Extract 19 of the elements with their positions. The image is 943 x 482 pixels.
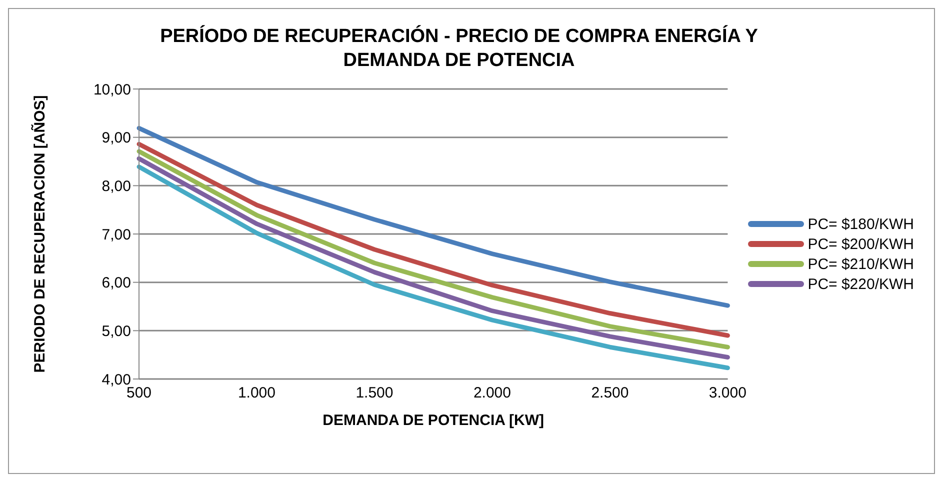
legend-label: PC= $200/KWH <box>808 236 914 252</box>
legend-label: PC= $180/KWH <box>808 216 914 232</box>
y-tick-label: 7,00 <box>102 226 131 244</box>
chart-title: PERÍODO DE RECUPERACIÓN - PRECIO DE COMPRA ENERGÍA Y DEMANDA DE POTENCIA <box>159 25 759 73</box>
x-tick-label: 1.000 <box>238 384 276 402</box>
y-axis-title: PERIODO DE RECUPERACION [AÑOS] <box>30 95 48 373</box>
legend-label: PC= $220/KWH <box>808 276 914 292</box>
y-tick-label: 8,00 <box>102 178 131 195</box>
line-series <box>136 126 730 308</box>
x-tick-label: 1.500 <box>356 384 394 402</box>
x-tick-label: 2.500 <box>591 384 629 402</box>
x-tick-label: 3.000 <box>708 384 746 402</box>
y-tick-label: 6,00 <box>102 274 131 292</box>
y-tick-label: 9,00 <box>102 130 131 147</box>
legend-label: PC= $210/KWH <box>808 256 914 272</box>
x-tick-label: 2.000 <box>473 384 511 402</box>
y-tick-label: 10,00 <box>93 81 131 98</box>
y-tick-label: 5,00 <box>102 322 131 340</box>
x-axis-title: DEMANDA DE POTENCIA [KW] <box>322 412 544 429</box>
